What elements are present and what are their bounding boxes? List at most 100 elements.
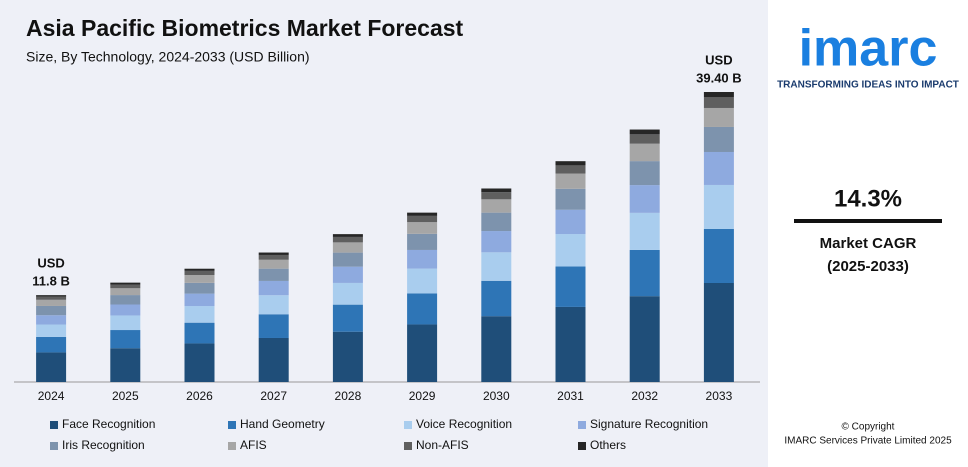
total-label: USD [37, 256, 64, 271]
legend-label: Non-AFIS [416, 438, 469, 452]
x-tick-label: 2033 [706, 389, 733, 403]
bar-segment [555, 188, 586, 210]
bar-segment [36, 336, 67, 353]
bar-segment [407, 215, 438, 223]
chart-subtitle: Size, By Technology, 2024-2033 (USD Bill… [26, 49, 310, 65]
bar-segment [110, 284, 141, 289]
bar-segment [36, 324, 67, 337]
bar-segment [258, 268, 289, 281]
bar-segment [332, 266, 363, 283]
bar-segment [184, 270, 215, 276]
bar-segment [258, 337, 289, 382]
bar-segment [184, 293, 215, 307]
bar-segment [184, 343, 215, 382]
cagr-period: (2025-2033) [827, 258, 909, 275]
bar-segment [36, 305, 67, 316]
bar-segment [407, 212, 438, 216]
legend-label: Signature Recognition [590, 417, 708, 431]
bar-segment [555, 209, 586, 235]
bar-segment [629, 161, 660, 186]
legend-swatch [578, 421, 586, 429]
bar-segment [703, 228, 734, 284]
legend-swatch [228, 442, 236, 450]
copyright: © Copyright [842, 422, 895, 433]
bar-segment [555, 173, 586, 189]
x-tick-label: 2026 [186, 389, 213, 403]
bar-segment [407, 249, 438, 269]
x-tick-label: 2027 [260, 389, 287, 403]
bar-segment [258, 254, 289, 260]
sidebar-background [768, 0, 968, 467]
legend-swatch [50, 442, 58, 450]
bar-segment [481, 252, 512, 281]
bar-segment [703, 97, 734, 108]
bar-segment [703, 283, 734, 382]
bar-segment [184, 275, 215, 283]
tagline: TRANSFORMING IDEAS INTO IMPACT [777, 80, 959, 91]
bar-segment [407, 324, 438, 382]
x-tick-label: 2029 [409, 389, 436, 403]
bar-segment [110, 295, 141, 305]
bar-segment [703, 151, 734, 185]
legend-swatch [404, 421, 412, 429]
bar-segment [629, 185, 660, 213]
legend-swatch [404, 442, 412, 450]
x-tick-label: 2031 [557, 389, 584, 403]
bar-segment [110, 282, 141, 285]
bar-segment [258, 295, 289, 315]
bar-segment [332, 282, 363, 305]
bar-segment [36, 299, 67, 306]
bar-segment [629, 296, 660, 382]
bar-segment [555, 165, 586, 174]
x-tick-label: 2030 [483, 389, 510, 403]
bar-segment [481, 199, 512, 213]
bar-segment [184, 282, 215, 294]
legend-label: Hand Geometry [240, 417, 325, 431]
bar-segment [407, 268, 438, 294]
bar-segment [629, 129, 660, 135]
bar-segment [258, 252, 289, 255]
bar-segment [629, 249, 660, 297]
x-tick-label: 2025 [112, 389, 139, 403]
bar-segment [184, 268, 215, 271]
bar-segment [407, 222, 438, 234]
total-label: 39.40 B [696, 70, 742, 85]
bar-segment [184, 322, 215, 344]
bar-segment [332, 252, 363, 267]
x-tick-label: 2028 [335, 389, 362, 403]
bar-segment [481, 280, 512, 317]
legend-label: Others [590, 438, 626, 452]
bar-segment [481, 316, 512, 382]
bar-segment [555, 161, 586, 166]
bar-segment [629, 212, 660, 250]
bar-segment [36, 352, 67, 382]
bar-segment [332, 331, 363, 382]
legend-swatch [228, 421, 236, 429]
bar-segment [36, 295, 67, 297]
bar-segment [332, 242, 363, 253]
bar-segment [110, 315, 141, 331]
cagr-label: Market CAGR [820, 235, 917, 252]
bar-segment [332, 236, 363, 243]
bar-segment [184, 306, 215, 323]
bar-segment [332, 304, 363, 332]
total-label: 11.8 B [32, 274, 70, 289]
bar-segment [629, 143, 660, 162]
bar-segment [258, 280, 289, 296]
bar-segment [481, 231, 512, 253]
bar-segment [36, 315, 67, 325]
bar-segment [332, 234, 363, 237]
bar-segment [258, 259, 289, 269]
bar-segment [703, 184, 734, 229]
legend-label: Face Recognition [62, 417, 155, 431]
bar-segment [407, 293, 438, 325]
bar-segment [481, 212, 512, 232]
bar-segment [555, 234, 586, 267]
bar-segment [110, 330, 141, 349]
bar-segment [407, 233, 438, 250]
cagr-rule [794, 219, 942, 223]
legend-label: Iris Recognition [62, 438, 145, 452]
bar-segment [110, 304, 141, 316]
bar-segment [555, 306, 586, 382]
